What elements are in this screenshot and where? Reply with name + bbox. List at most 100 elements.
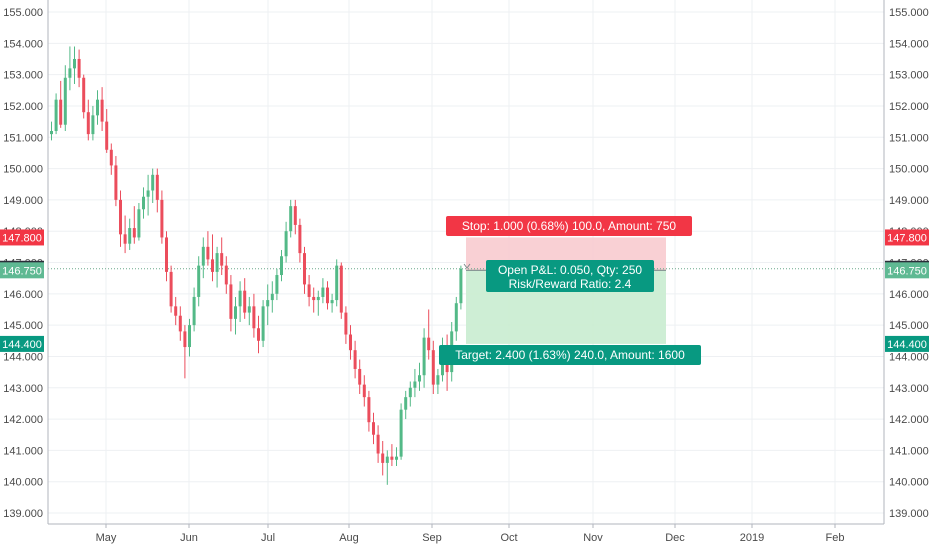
entry-handle-icon[interactable] — [463, 263, 471, 269]
candle-body — [201, 246, 205, 266]
candle-body — [303, 253, 306, 285]
candle — [275, 268, 279, 301]
candle — [192, 287, 196, 332]
candle-body — [385, 456, 389, 463]
grid-lines — [48, 0, 884, 524]
price-tag-entry-right — [885, 262, 929, 279]
candle-body — [183, 331, 187, 348]
price-tag-target-right — [885, 335, 929, 352]
x-tick-label: May — [96, 532, 117, 544]
candle — [197, 256, 201, 307]
candle-body — [247, 306, 251, 313]
y-tick-left: 150.000 — [3, 164, 43, 176]
candle — [169, 265, 173, 313]
candle — [247, 296, 251, 326]
candle-body — [330, 300, 334, 304]
candle-body — [82, 77, 86, 113]
candle-body — [459, 268, 463, 304]
y-tick-right: 149.000 — [889, 195, 929, 207]
candle — [289, 199, 293, 238]
candle-body — [109, 149, 113, 166]
stop-label-box[interactable] — [446, 216, 692, 236]
candle — [427, 309, 431, 360]
price-tag-text-target-right: 144.400 — [887, 339, 927, 351]
candle — [220, 237, 224, 276]
candle-body — [349, 334, 352, 351]
position-overlay[interactable]: Stop: 1.000 (0.68%) 100.0, Amount: 750 Op… — [439, 216, 701, 365]
candle-body — [197, 265, 201, 297]
position-info-box[interactable] — [486, 260, 654, 292]
y-tick-right: 146.000 — [889, 289, 929, 301]
candle — [119, 190, 122, 247]
candle-body — [298, 224, 302, 254]
target-label-box[interactable] — [439, 345, 701, 365]
candle-body — [123, 234, 127, 244]
y-tick-left: 144.000 — [3, 351, 43, 363]
candle — [454, 296, 458, 341]
candle-body — [128, 228, 132, 244]
candle — [362, 375, 366, 407]
candle — [358, 359, 362, 395]
candle-body — [50, 130, 53, 135]
y-tick-right: 153.000 — [889, 70, 929, 82]
candle — [128, 218, 132, 250]
candle-body — [155, 174, 159, 200]
candle-body — [206, 246, 210, 260]
y-tick-left: 142.000 — [3, 414, 43, 426]
candle-body — [229, 284, 233, 319]
price-tag-text-stop-left: 147.800 — [2, 232, 42, 244]
candle — [77, 49, 81, 88]
candle-body — [188, 325, 191, 348]
candle-body — [404, 397, 408, 410]
candle-body — [137, 209, 141, 238]
candle-body — [211, 259, 214, 272]
candle-body — [284, 231, 288, 257]
x-tick-label: Jul — [261, 532, 275, 544]
candle — [50, 121, 53, 141]
candle-body — [220, 253, 224, 266]
candle — [353, 340, 357, 379]
candle — [211, 234, 214, 282]
candle — [188, 318, 191, 357]
price-tag-stop-left — [0, 229, 44, 246]
candle — [68, 46, 72, 91]
candle-body — [96, 99, 99, 116]
candle-body — [257, 328, 260, 341]
candle — [321, 278, 325, 304]
candle — [234, 296, 237, 335]
candle-body — [165, 237, 168, 272]
price-tag-target-left — [0, 335, 44, 352]
candle — [298, 218, 302, 263]
y-tick-left: 139.000 — [3, 508, 43, 520]
candle — [307, 275, 311, 307]
candle — [160, 190, 164, 244]
candlestick-series — [50, 46, 463, 485]
candle-body — [431, 350, 435, 385]
candle-body — [151, 174, 155, 191]
candle-body — [261, 306, 265, 341]
y-tick-right: 154.000 — [889, 38, 929, 50]
candle-body — [114, 165, 118, 200]
candle — [316, 290, 320, 316]
y-tick-left: 141.000 — [3, 445, 43, 457]
candle-body — [307, 284, 311, 297]
y-tick-right: 141.000 — [889, 445, 929, 457]
y-tick-right: 155.000 — [889, 7, 929, 19]
candle — [151, 168, 155, 204]
x-tick-label: 2019 — [740, 532, 764, 544]
candle-body — [408, 387, 412, 398]
candle-body — [293, 206, 297, 225]
y-tick-right: 152.000 — [889, 101, 929, 113]
candle-body — [59, 99, 63, 125]
candle — [459, 265, 463, 310]
price-tag-text-stop-right: 147.800 — [887, 232, 927, 244]
candle — [280, 249, 283, 282]
candle — [96, 90, 99, 125]
candle — [229, 275, 233, 332]
candle-body — [192, 296, 196, 326]
y-tick-right: 140.000 — [889, 477, 929, 489]
price-tags: 147.800146.800146.750144.400147.800146.8… — [0, 229, 929, 352]
candle — [109, 143, 113, 175]
candle — [206, 231, 210, 266]
